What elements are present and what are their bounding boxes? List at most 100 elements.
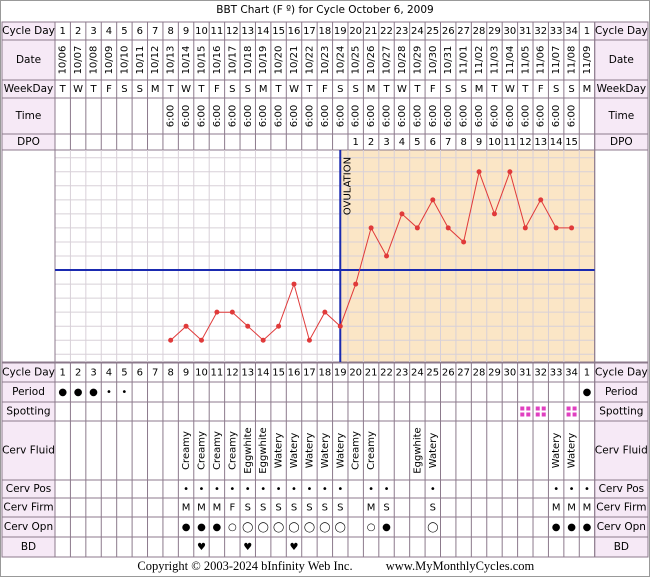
- cell-cycle-days: 31: [519, 368, 532, 379]
- cell-times: 6:00: [567, 105, 578, 127]
- temperature-point: [276, 323, 282, 329]
- cell-cerv-firm: S: [337, 503, 343, 514]
- cell-dates: 10/19: [258, 46, 269, 75]
- cell-cerv-firm: S: [383, 503, 389, 514]
- cell-cycle-days: 9: [183, 368, 189, 379]
- cell-cycle-days: 27: [457, 26, 470, 37]
- row-label-cell: [594, 97, 649, 135]
- cell-weekdays: T: [382, 84, 390, 95]
- temperature-point: [198, 337, 204, 343]
- cell-weekdays: F: [430, 84, 436, 95]
- cell-cycle-days: 3: [90, 368, 96, 379]
- cell-cerv-firm: S: [306, 503, 312, 514]
- cell-cerv-fluid: Creamy: [366, 431, 377, 470]
- cell-times: 6:00: [397, 105, 408, 127]
- cell-times: 6:00: [335, 105, 346, 127]
- row-label: Cerv Opn: [597, 521, 646, 533]
- row-label: Cycle Day: [2, 367, 55, 379]
- cell-cerv-opn: ◯: [304, 522, 315, 533]
- temperature-point: [306, 337, 312, 343]
- cell-dpo: 3: [383, 137, 389, 148]
- cell-times: 6:00: [227, 105, 238, 127]
- row-label-cell: [594, 39, 649, 81]
- temperature-point: [569, 225, 575, 231]
- cell-cerv-pos: •: [306, 484, 312, 495]
- cell-dates: 10/29: [412, 46, 423, 75]
- temperature-point: [553, 225, 559, 231]
- cell-cerv-fluid: Eggwhite: [258, 427, 269, 473]
- spotting-mark: [535, 406, 540, 411]
- cell-dates: 11/09: [582, 46, 593, 75]
- cell-cycle-days: 8: [167, 368, 173, 379]
- cell-cycle-days: 17: [303, 26, 316, 37]
- cell-dpo: 1: [353, 137, 359, 148]
- row-frame: [54, 536, 596, 558]
- cell-cerv-opn: ◯: [319, 522, 330, 533]
- temperature-point: [229, 309, 235, 315]
- cell-cerv-firm: S: [260, 503, 266, 514]
- cell-dates: 10/27: [382, 46, 393, 75]
- cell-dates: 10/06: [58, 46, 69, 75]
- cell-weekdays: T: [167, 84, 175, 95]
- cell-cycle-days: 1: [584, 368, 590, 379]
- cell-cerv-pos: •: [229, 484, 235, 495]
- row-label: Spotting: [599, 406, 643, 418]
- cell-cycle-days: 25: [426, 368, 439, 379]
- cell-weekdays: W: [73, 84, 83, 95]
- row-label: DPO: [17, 136, 40, 148]
- cell-period: •: [121, 387, 127, 398]
- cell-times: 6:00: [536, 105, 547, 127]
- cell-cerv-pos: •: [245, 484, 251, 495]
- cell-cycle-days: 1: [60, 26, 66, 37]
- cell-times: 6:00: [366, 105, 377, 127]
- cell-cerv-pos: •: [569, 484, 575, 495]
- cell-weekdays: T: [275, 84, 283, 95]
- row-label: BD: [21, 541, 36, 553]
- cell-times: 6:00: [289, 105, 300, 127]
- cell-weekdays: S: [245, 84, 251, 95]
- spotting-mark: [572, 406, 577, 411]
- cell-dpo: 11: [504, 137, 517, 148]
- cell-weekdays: S: [337, 84, 343, 95]
- cell-cycle-days: 29: [488, 368, 501, 379]
- cell-dpo: 9: [476, 137, 482, 148]
- cell-weekdays: M: [259, 84, 268, 95]
- cell-cerv-firm: S: [430, 503, 436, 514]
- cell-weekdays: S: [353, 84, 359, 95]
- cell-cycle-days: 16: [288, 26, 301, 37]
- cell-cycle-days: 33: [550, 26, 563, 37]
- cell-weekdays: M: [367, 84, 376, 95]
- cell-weekdays: T: [89, 84, 97, 95]
- temperature-point: [337, 323, 343, 329]
- cell-cerv-pos: •: [214, 484, 220, 495]
- cell-cerv-pos: •: [368, 484, 374, 495]
- cell-times: 6:00: [474, 105, 485, 127]
- cell-cerv-fluid: Creamy: [196, 431, 207, 470]
- row-label: Cycle Day: [2, 25, 55, 37]
- cell-cerv-firm: M: [583, 503, 592, 514]
- cell-dates: 10/08: [89, 46, 100, 75]
- cell-cerv-fluid: Watery: [567, 433, 578, 469]
- cell-cycle-days: 15: [272, 368, 285, 379]
- cell-cycle-days: 21: [365, 26, 378, 37]
- cell-period: ●: [58, 387, 67, 398]
- cell-cerv-opn: ◯: [258, 522, 269, 533]
- row-frame: [54, 149, 596, 363]
- cell-cerv-opn: ●: [197, 522, 206, 533]
- cell-cerv-pos: •: [260, 484, 266, 495]
- cell-dates: 10/24: [335, 46, 346, 75]
- cell-dpo: 14: [550, 137, 563, 148]
- spotting-mark: [535, 412, 540, 417]
- cell-times: 6:00: [243, 105, 254, 127]
- cell-cerv-opn: ○: [228, 522, 237, 533]
- row-label: Cerv Pos: [6, 483, 52, 495]
- cell-dates: 10/22: [304, 46, 315, 75]
- website: www.MyMonthlyCycles.com: [386, 559, 535, 573]
- cell-weekdays: T: [59, 84, 67, 95]
- cell-dates: 10/13: [166, 46, 177, 75]
- spotting-mark: [520, 412, 525, 417]
- row-label-cell: [594, 420, 649, 481]
- cell-weekdays: W: [289, 84, 299, 95]
- temperature-point: [183, 323, 189, 329]
